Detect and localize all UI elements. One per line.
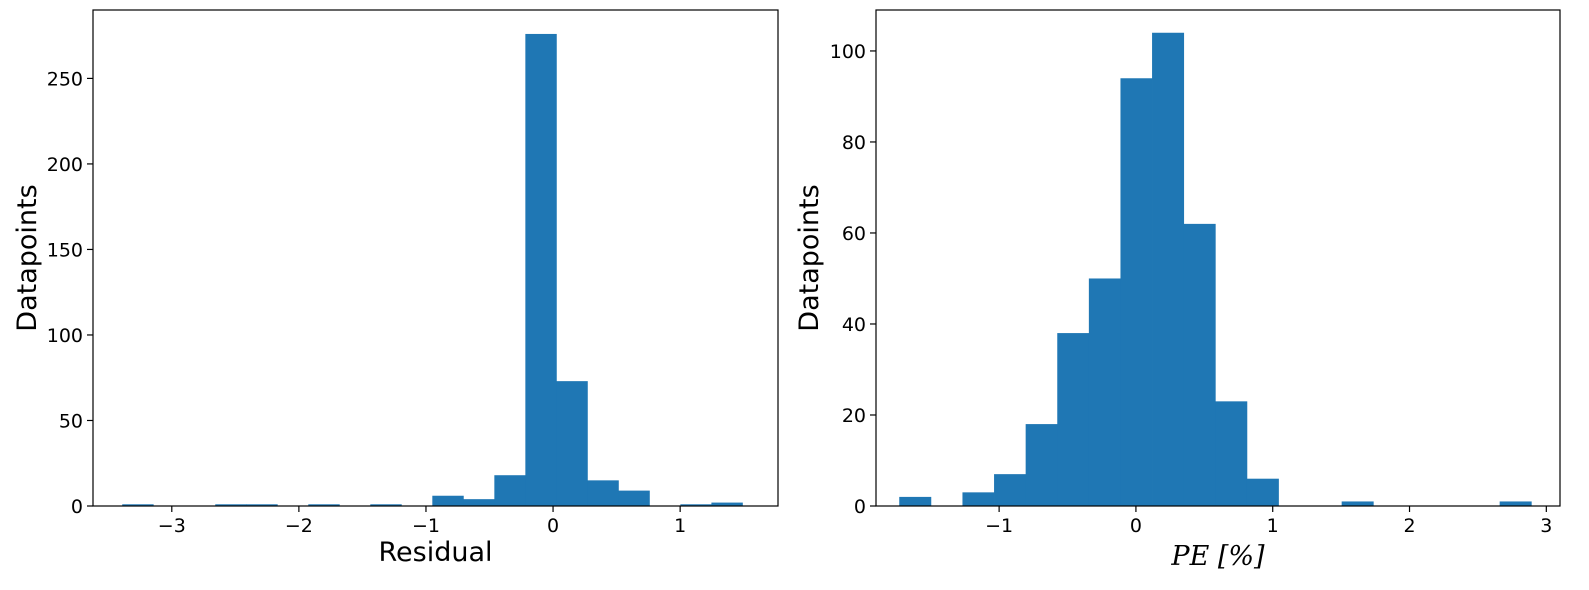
residual-y-axis-label: Datapoints <box>12 184 43 331</box>
pe-bar-8 <box>1152 32 1185 507</box>
residual-bar-14 <box>556 381 588 506</box>
pe-bar-7 <box>1120 78 1153 506</box>
pe-bar-5 <box>1057 333 1090 506</box>
pe-y-tick-label-0: 0 <box>854 496 866 518</box>
pe-y-tick-label-5: 100 <box>830 41 866 63</box>
residual-y-tick-label-5: 250 <box>47 68 83 90</box>
pe-bar-0 <box>899 496 932 506</box>
residual-bar-3 <box>215 504 247 506</box>
pe-x-tick-label-4: 3 <box>1540 515 1552 537</box>
pe-plot-frame <box>875 9 1561 507</box>
pe-bar-9 <box>1183 223 1216 506</box>
residual-bar-6 <box>308 504 340 506</box>
residual-x-tick-label-4: 1 <box>674 515 686 537</box>
chart-residual-histogram: −3 −2 −1 0 1 0 50 100 150 200 250 Residual Datapoint… <box>12 9 779 568</box>
pe-y-tick-label-1: 20 <box>842 405 866 427</box>
pe-bar-6 <box>1088 278 1121 506</box>
residual-x-tick-label-3: 0 <box>547 515 559 537</box>
residual-bar-12 <box>494 475 526 506</box>
residual-x-axis-label: Residual <box>378 537 492 568</box>
residual-bar-19 <box>711 502 743 506</box>
pe-x-tick-label-2: 1 <box>1267 515 1279 537</box>
residual-bar-0 <box>122 504 154 506</box>
pe-x-tick-label-3: 2 <box>1403 515 1415 537</box>
residual-bar-4 <box>246 504 278 506</box>
pe-bar-11 <box>1246 478 1279 506</box>
residual-bar-8 <box>370 504 402 506</box>
residual-bar-15 <box>587 480 619 506</box>
pe-y-tick-label-3: 60 <box>842 223 866 245</box>
pe-bar-4 <box>1025 424 1058 506</box>
residual-plot-frame <box>92 9 779 507</box>
residual-bar-16 <box>618 490 650 506</box>
chart-pe-histogram: −1 0 1 2 3 0 20 40 60 80 100 PE [%] Datapoints <box>794 9 1561 572</box>
pe-bar-14 <box>1341 501 1374 506</box>
pe-y-tick-label-4: 80 <box>842 132 866 154</box>
residual-bar-10 <box>432 495 464 506</box>
residual-x-tick-label-1: −2 <box>285 515 313 537</box>
residual-bar-18 <box>680 504 712 506</box>
pe-bar-10 <box>1215 401 1248 506</box>
pe-bar-3 <box>994 474 1027 506</box>
residual-x-tick-label-0: −3 <box>158 515 186 537</box>
pe-x-tick-label-1: 0 <box>1130 515 1142 537</box>
residual-y-tick-label-1: 50 <box>59 410 83 432</box>
pe-y-tick-label-2: 40 <box>842 314 866 336</box>
residual-bar-13 <box>525 33 557 507</box>
pe-x-axis-label: PE [%] <box>1170 541 1265 572</box>
residual-y-tick-label-0: 0 <box>71 496 83 518</box>
residual-y-tick-label-2: 100 <box>47 325 83 347</box>
residual-y-tick-label-3: 150 <box>47 239 83 261</box>
pe-y-axis-label: Datapoints <box>794 184 825 331</box>
residual-y-tick-label-4: 200 <box>47 154 83 176</box>
pe-bar-2 <box>962 492 995 506</box>
residual-x-tick-label-2: −1 <box>412 515 440 537</box>
pe-x-tick-label-0: −1 <box>985 515 1013 537</box>
pe-bar-19 <box>1499 501 1532 506</box>
residual-bar-11 <box>463 499 495 506</box>
